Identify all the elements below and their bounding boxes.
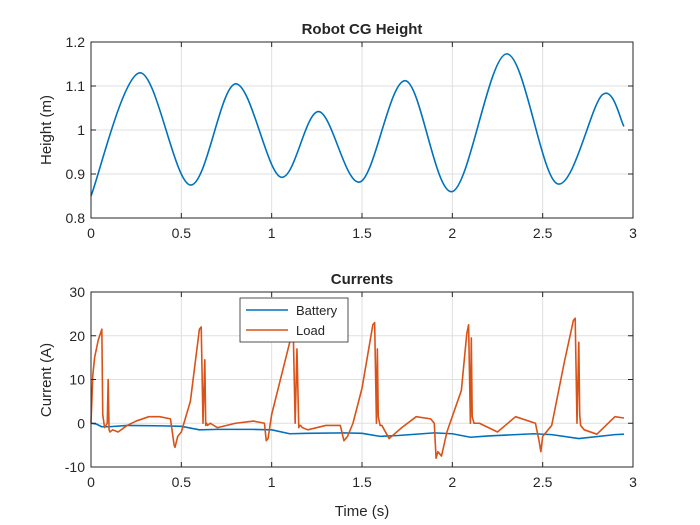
legend: Battery Load	[239, 297, 349, 343]
currents-x-tick-label: 1.5	[352, 474, 372, 490]
height-series	[90, 53, 625, 197]
currents-y-tick-label: -10	[65, 459, 85, 475]
height-y-tick-label: 1.2	[66, 34, 86, 50]
height-ticks: 0 0.5 1 1.5 2 2.5 3 0.8 0.9 1 1.1 1.2	[66, 34, 638, 241]
height-axes: 0 0.5 1 1.5 2 2.5 3 0.8 0.9 1 1.1 1.2 Robot CG Heig…	[38, 21, 637, 241]
height-x-tick-label: 2	[448, 225, 456, 241]
currents-series-line-load	[90, 317, 625, 460]
currents-x-tick-label: 0.5	[172, 474, 192, 490]
currents-series	[90, 317, 625, 460]
legend-label-load: Load	[296, 323, 325, 338]
currents-series-line-battery	[90, 422, 625, 440]
height-x-tick-label: 0	[87, 225, 95, 241]
height-y-axis-label: Height (m)	[38, 95, 55, 165]
height-y-tick-label: 0.8	[66, 210, 86, 226]
currents-x-axis-label: Time (s)	[335, 503, 389, 520]
height-chart-title: Robot CG Height	[302, 21, 423, 38]
currents-y-axis-label: Current (A)	[38, 343, 55, 417]
height-x-tick-label: 1.5	[352, 225, 372, 241]
currents-x-tick-label: 2.5	[533, 474, 553, 490]
legend-box	[239, 297, 349, 343]
height-y-tick-label: 1	[77, 122, 85, 138]
height-x-tick-label: 2.5	[533, 225, 553, 241]
currents-x-tick-label: 3	[629, 474, 637, 490]
height-y-tick-label: 0.9	[66, 166, 86, 182]
height-series-line-height	[90, 53, 625, 197]
height-x-tick-label: 1	[268, 225, 276, 241]
currents-chart-title: Currents	[331, 271, 394, 288]
legend-label-battery: Battery	[296, 303, 338, 318]
currents-y-tick-label: 10	[69, 372, 85, 388]
currents-x-tick-label: 1	[268, 474, 276, 490]
currents-y-tick-label: 30	[69, 284, 85, 300]
height-x-tick-label: 0.5	[172, 225, 192, 241]
currents-y-tick-label: 20	[69, 328, 85, 344]
height-y-tick-label: 1.1	[66, 78, 86, 94]
height-x-tick-label: 3	[629, 225, 637, 241]
currents-y-tick-label: 0	[77, 415, 85, 431]
currents-x-tick-label: 0	[87, 474, 95, 490]
currents-x-tick-label: 2	[448, 474, 456, 490]
